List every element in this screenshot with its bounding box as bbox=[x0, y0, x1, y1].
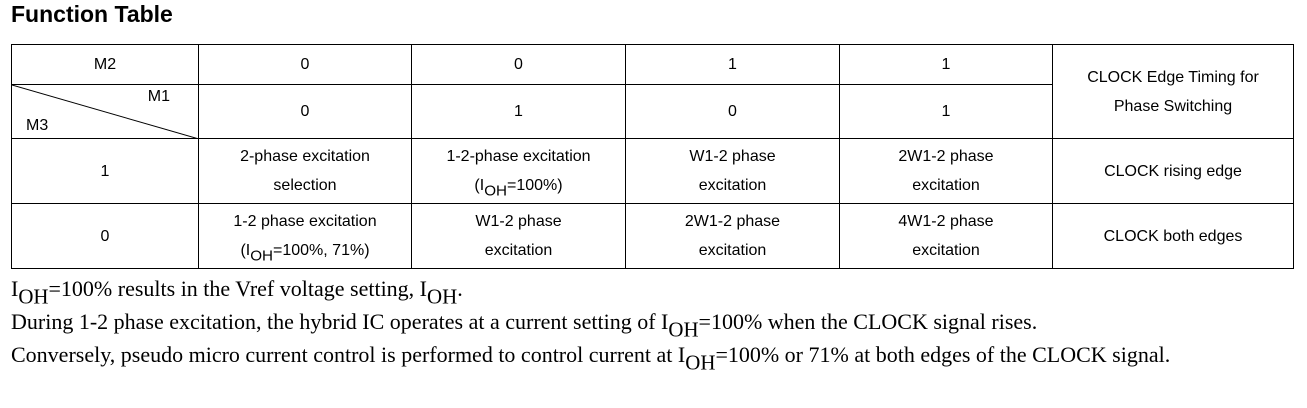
cell-line: 1-2-phase excitation bbox=[412, 142, 625, 171]
m2-value: 0 bbox=[198, 44, 412, 85]
m1-value: 1 bbox=[839, 84, 1053, 139]
text-run: excitation bbox=[912, 177, 980, 194]
mode-cell: W1-2 phase excitation bbox=[411, 203, 626, 269]
header-line: CLOCK Edge Timing for bbox=[1087, 68, 1259, 86]
cell-line: 4W1-2 phase bbox=[840, 207, 1052, 236]
subscript: OH bbox=[250, 247, 274, 265]
m2-value: 0 bbox=[411, 44, 626, 85]
note: IOH=100% results in the Vref voltage set… bbox=[11, 272, 1291, 309]
subscript: OH bbox=[484, 182, 507, 200]
text-run: excitation bbox=[698, 177, 767, 194]
m2-value: 1 bbox=[839, 44, 1053, 85]
text-run: =100% when the CLOCK signal rises. bbox=[698, 309, 1038, 334]
cell-line: (IOH=100%) bbox=[412, 171, 625, 200]
timing-cell: CLOCK both edges bbox=[1052, 203, 1294, 269]
timing-header: CLOCK Edge Timing for Phase Switching bbox=[1052, 44, 1294, 139]
text-run: 4W1-2 phase bbox=[898, 213, 994, 230]
text-run: 1-2-phase excitation bbox=[446, 148, 591, 165]
cell-line: W1-2 phase bbox=[412, 207, 625, 236]
m2-label: M2 bbox=[11, 44, 199, 85]
cell-line: 2-phase excitation bbox=[199, 142, 411, 171]
m1-label: M1 bbox=[147, 88, 170, 105]
diagonal bbox=[12, 85, 199, 139]
text-run: 2-phase excitation bbox=[240, 148, 370, 165]
cell-line: excitation bbox=[840, 236, 1052, 265]
text-run: 1-2 phase excitation bbox=[233, 213, 377, 230]
body-row: 1 2-phase excitation selection 1-2-phase ex… bbox=[11, 138, 1294, 204]
header-row: M2 0 0 1 1 CLOCK Edge Timing for Phase Switch… bbox=[11, 44, 1294, 139]
cell-line: 2W1-2 phase bbox=[626, 207, 839, 236]
cell-line: excitation bbox=[626, 171, 839, 200]
text-run: During 1-2 phase excitation, the hybrid … bbox=[11, 309, 669, 334]
text-run: =100% or 71% at both edges of the CLOCK … bbox=[715, 342, 1171, 367]
text-run: =100%) bbox=[506, 177, 563, 194]
text-run: excitation bbox=[698, 242, 767, 259]
text-run: W1-2 phase bbox=[475, 213, 562, 230]
subscript: OH bbox=[668, 317, 699, 342]
m1-value: 1 bbox=[411, 84, 626, 139]
note: Conversely, pseudo micro current control… bbox=[11, 338, 1291, 375]
header-line: Phase Switching bbox=[1113, 97, 1233, 115]
mode-cell: W1-2 phase excitation bbox=[625, 138, 840, 204]
cell-line: selection bbox=[199, 171, 411, 200]
cell-line: excitation bbox=[840, 171, 1052, 200]
text-run: W1-2 phase bbox=[689, 148, 776, 165]
cell-line: excitation bbox=[626, 236, 839, 265]
text-run: Conversely, pseudo micro current control… bbox=[11, 342, 686, 367]
cell-line: W1-2 phase bbox=[626, 142, 839, 171]
cell-line: 2W1-2 phase bbox=[840, 142, 1052, 171]
text-run: excitation bbox=[912, 242, 980, 259]
subscript: OH bbox=[18, 284, 49, 309]
m1-value: 0 bbox=[198, 84, 412, 139]
text-run: . bbox=[457, 276, 463, 301]
m3-value: 1 bbox=[11, 138, 199, 204]
cell-line: (IOH=100%, 71%) bbox=[199, 236, 411, 265]
m3-value: 0 bbox=[11, 203, 199, 269]
subscript: OH bbox=[427, 284, 458, 309]
text-run: =100%, 71%) bbox=[273, 242, 370, 259]
m1-value: 0 bbox=[625, 84, 840, 139]
function-table: M2 0 0 1 1 CLOCK Edge Timing for Phase Switch… bbox=[11, 44, 1294, 269]
cell-line: excitation bbox=[412, 236, 625, 265]
cell-line: 1-2 phase excitation bbox=[199, 207, 411, 236]
text-run: 2W1-2 phase bbox=[684, 213, 781, 230]
note: During 1-2 phase excitation, the hybrid … bbox=[11, 305, 1291, 342]
text-run: excitation bbox=[484, 242, 553, 259]
text-run: I bbox=[11, 276, 19, 301]
m2-value: 1 bbox=[625, 44, 840, 85]
notes: IOH=100% results in the Vref voltage set… bbox=[11, 272, 1291, 375]
text-run: (I bbox=[474, 177, 485, 194]
mode-cell: 2W1-2 phase excitation bbox=[839, 138, 1053, 204]
text-run: =100% results in the Vref voltage settin… bbox=[48, 276, 428, 301]
mode-cell: 4W1-2 phase excitation bbox=[839, 203, 1053, 269]
mode-cell: 1-2-phase excitation (IOH=100%) bbox=[411, 138, 626, 204]
text-run: selection bbox=[273, 177, 337, 194]
text-run: 2W1-2 phase bbox=[898, 148, 994, 165]
title: Function Table bbox=[11, 1, 173, 27]
timing-cell: CLOCK rising edge bbox=[1052, 138, 1294, 204]
text-run: (I bbox=[240, 242, 251, 259]
subscript: OH bbox=[685, 350, 716, 375]
m3-label: M3 bbox=[26, 117, 49, 134]
mode-cell: 1-2 phase excitation (IOH=100%, 71%) bbox=[198, 203, 412, 269]
mode-cell: 2W1-2 phase excitation bbox=[625, 203, 840, 269]
body-row: 0 1-2 phase excitation (IOH=100%, 71%) W1-2… bbox=[11, 203, 1294, 269]
m1-m3-cell: M1 M3 bbox=[11, 84, 199, 139]
mode-cell: 2-phase excitation selection bbox=[198, 138, 412, 204]
